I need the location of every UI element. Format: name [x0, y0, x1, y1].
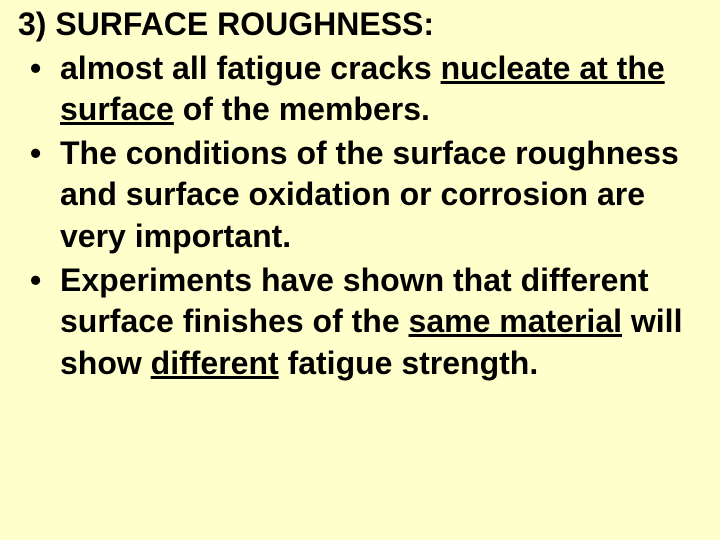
underlined-text: same material [409, 303, 622, 339]
list-item: The conditions of the surface roughness … [18, 133, 702, 258]
bullet-text: The conditions of the surface roughness … [60, 135, 679, 254]
slide-heading: 3) SURFACE ROUGHNESS: [18, 4, 702, 46]
underlined-text: different [151, 345, 279, 381]
bullet-text: fatigue strength. [279, 345, 539, 381]
bullet-text: of the members. [174, 91, 430, 127]
bullet-list: almost all fatigue cracks nucleate at th… [18, 48, 702, 385]
slide: 3) SURFACE ROUGHNESS: almost all fatigue… [0, 0, 720, 540]
bullet-text: almost all fatigue cracks [60, 50, 441, 86]
list-item: almost all fatigue cracks nucleate at th… [18, 48, 702, 131]
list-item: Experiments have shown that different su… [18, 260, 702, 385]
